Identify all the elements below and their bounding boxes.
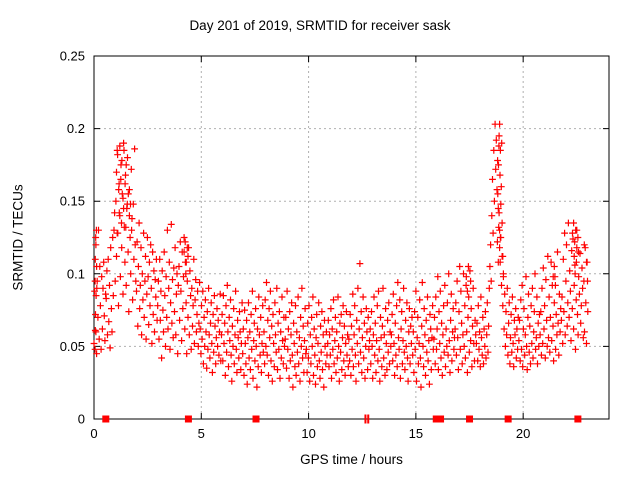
y-tick-label: 0 [78, 412, 85, 427]
zero-square-marker [466, 415, 474, 423]
zero-square-marker [102, 415, 110, 423]
zero-square-marker [504, 415, 512, 423]
data-points [90, 120, 592, 391]
y-tick-label: 0.2 [67, 121, 85, 136]
axis-ticks [93, 55, 609, 420]
y-tick-label: 0.1 [67, 266, 85, 281]
x-axis-label: GPS time / hours [300, 452, 403, 467]
zero-square-marker [252, 415, 260, 423]
zero-square-marker [184, 415, 192, 423]
x-tick-label: 0 [90, 426, 97, 441]
x-tick-label: 20 [516, 426, 530, 441]
zero-square-marker [574, 415, 582, 423]
grid-lines [94, 56, 609, 419]
y-tick-label: 0.05 [60, 339, 85, 354]
x-tick-label: 5 [198, 426, 205, 441]
zero-bar-marker [367, 414, 370, 424]
chart-title: Day 201 of 2019, SRMTID for receiver sas… [189, 18, 451, 33]
y-tick-label: 0.15 [60, 194, 85, 209]
zero-square-marker [432, 415, 440, 423]
plot-frame [93, 55, 610, 420]
x-tick-label: 10 [301, 426, 315, 441]
zero-square-marker [437, 415, 445, 423]
zero-markers [102, 414, 582, 424]
zero-bar-marker [364, 414, 367, 424]
x-tick-label: 15 [409, 426, 423, 441]
y-tick-label: 0.25 [60, 49, 85, 64]
